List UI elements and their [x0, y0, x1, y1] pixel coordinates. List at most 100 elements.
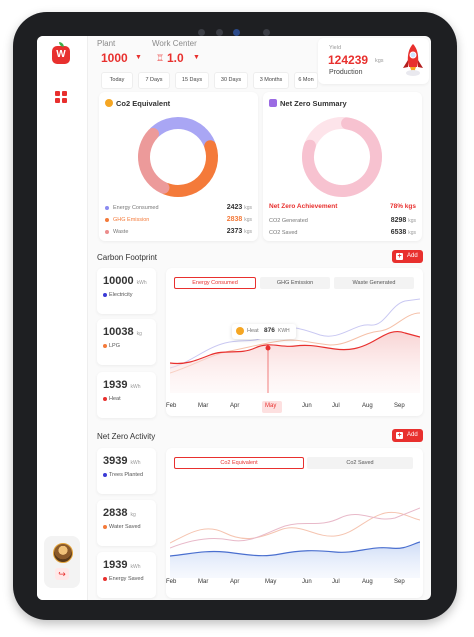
stat-value: 2838 kg	[103, 507, 136, 519]
user-panel: ↪	[44, 536, 80, 588]
tab-6-months[interactable]: 6 Mon	[294, 72, 318, 89]
x-axis-label: Mar	[198, 403, 209, 409]
camera-lens	[233, 29, 240, 36]
co2-card-title: Co2 Equivalent	[116, 99, 171, 108]
x-axis-label: Sep	[394, 579, 405, 585]
co2-row-value: 2423 kgs	[226, 204, 252, 211]
electricity-stat-card: 10000 kWh Electricity	[97, 268, 156, 314]
co2-donut-chart	[138, 117, 218, 197]
co2-row-label: Energy Consumed	[113, 205, 159, 211]
production-label: Production	[329, 69, 363, 76]
lpg-stat-card: 10038 kg LPG	[97, 319, 156, 365]
avatar[interactable]	[53, 543, 73, 563]
camera-dot	[198, 29, 205, 36]
yield-unit: kgs	[375, 58, 384, 64]
tab-today[interactable]: Today	[101, 72, 133, 89]
yield-value: 124239	[328, 53, 369, 67]
tab-ghg-emission[interactable]: GHG Emission	[260, 277, 330, 289]
tab-co2-saved[interactable]: Co2 Saved	[307, 457, 413, 469]
legend-dot	[105, 230, 109, 234]
legend-dot	[105, 218, 109, 222]
co2-equivalent-card: Co2 Equivalent Energy Consumed 2423 kgs …	[99, 92, 258, 241]
co2-row-label: GHG Emission	[113, 217, 150, 223]
x-axis-label: Jul	[332, 579, 340, 585]
donut-achievement-segment[interactable]	[302, 117, 382, 197]
x-axis-label: Mar	[198, 579, 209, 585]
chart-tooltip: Heat 876 KWH	[232, 324, 296, 339]
net-zero-icon	[269, 99, 277, 107]
donut-segment[interactable]	[148, 117, 216, 150]
camera-dot	[216, 29, 223, 36]
yield-label: Yield	[329, 45, 342, 51]
donut-segment[interactable]	[138, 127, 170, 194]
energy-saved-stat-card: 1939 kWh Energy Saved	[97, 552, 156, 598]
stat-label: Electricity	[109, 292, 133, 298]
app-logo-icon[interactable]: W	[52, 46, 70, 64]
co2-row-label: Waste	[113, 229, 129, 235]
carbon-add-button[interactable]: + Add	[392, 250, 423, 263]
tab-co2-equivalent[interactable]: Co2 Equivalent	[174, 457, 304, 469]
x-axis-label: Jun	[302, 403, 312, 409]
net-zero-achievement-label: Net Zero Achievement	[269, 203, 338, 210]
donut-segment[interactable]	[159, 140, 218, 197]
carbon-line-chart	[170, 298, 420, 393]
logo-leaf-icon	[59, 42, 64, 47]
plant-select[interactable]: 1000	[101, 51, 128, 65]
x-axis-label: Jul	[332, 403, 340, 409]
stat-dot	[103, 577, 107, 581]
activity-add-button[interactable]: + Add	[392, 429, 423, 442]
plus-icon: +	[396, 253, 403, 260]
plant-chevron-down-icon[interactable]: ▼	[135, 54, 142, 61]
dashboard-grid-icon[interactable]	[55, 91, 67, 103]
co2-saved-label: CO2 Saved	[269, 230, 298, 236]
tooltip-unit: KWH	[278, 328, 290, 334]
logout-icon[interactable]: ↪	[55, 568, 69, 580]
work-center-select[interactable]: 1.0	[167, 51, 184, 65]
x-axis-label: May	[265, 579, 277, 585]
heat-stat-card: 1939 kWh Heat	[97, 372, 156, 418]
carbon-footprint-chart-card: Energy Consumed GHG Emission Waste Gener…	[166, 268, 423, 416]
tab-3-months[interactable]: 3 Months	[253, 72, 289, 89]
water-saved-stat-card: 2838 kg Water Saved	[97, 500, 156, 546]
main-content: Plant 1000 ▼ Work Center ♖ 1.0 ▼ Yield 1…	[89, 36, 431, 600]
stat-label: Heat	[109, 396, 121, 402]
selected-month-highlight	[262, 401, 282, 413]
stat-dot	[103, 344, 107, 348]
net-zero-achievement-value: 78% kgs	[389, 203, 416, 210]
stat-value: 3939 kWh	[103, 455, 141, 467]
stat-dot	[103, 293, 107, 297]
work-center-chevron-down-icon[interactable]: ▼	[193, 54, 200, 61]
x-axis-label-selected[interactable]: May	[265, 403, 277, 409]
x-axis-label: Jun	[302, 579, 312, 585]
tab-30-days[interactable]: 30 Days	[214, 72, 248, 89]
tab-energy-consumed[interactable]: Energy Consumed	[174, 277, 256, 289]
net-zero-activity-title: Net Zero Activity	[97, 432, 156, 441]
net-zero-summary-card: Net Zero Summary Net Zero Achievement 78…	[263, 92, 422, 241]
x-axis-label: Apr	[230, 579, 240, 585]
co2-icon	[105, 99, 113, 107]
x-axis-label: Sep	[394, 403, 405, 409]
work-center-icon: ♖	[156, 53, 165, 63]
x-axis-label: Apr	[230, 403, 240, 409]
tab-7-days[interactable]: 7 Days	[138, 72, 170, 89]
net-zero-activity-chart-card: Co2 Equivalent Co2 Saved Feb Mar Apr May…	[166, 448, 423, 598]
x-axis-label: Feb	[166, 579, 177, 585]
trees-planted-stat-card: 3939 kWh Trees Planted	[97, 448, 156, 494]
stat-label: Energy Saved	[109, 576, 144, 582]
selected-point[interactable]	[265, 345, 271, 351]
co2-generated-label: CO2 Generated	[269, 218, 308, 224]
stat-label: Water Saved	[109, 524, 141, 530]
tab-15-days[interactable]: 15 Days	[175, 72, 209, 89]
stat-dot	[103, 525, 107, 529]
stat-dot	[103, 397, 107, 401]
tooltip-value: 876	[264, 327, 275, 334]
co2-saved-value: 6538 kgs	[390, 229, 416, 236]
stat-value: 10000 kWh	[103, 275, 147, 287]
rocket-icon	[403, 44, 423, 76]
sidebar: W ↪	[37, 36, 88, 600]
stat-dot	[103, 473, 107, 477]
tab-waste-generated[interactable]: Waste Generated	[334, 277, 414, 289]
x-axis-label: Aug	[362, 403, 373, 409]
net-zero-card-title: Net Zero Summary	[280, 99, 347, 108]
x-axis-label: Feb	[166, 403, 177, 409]
